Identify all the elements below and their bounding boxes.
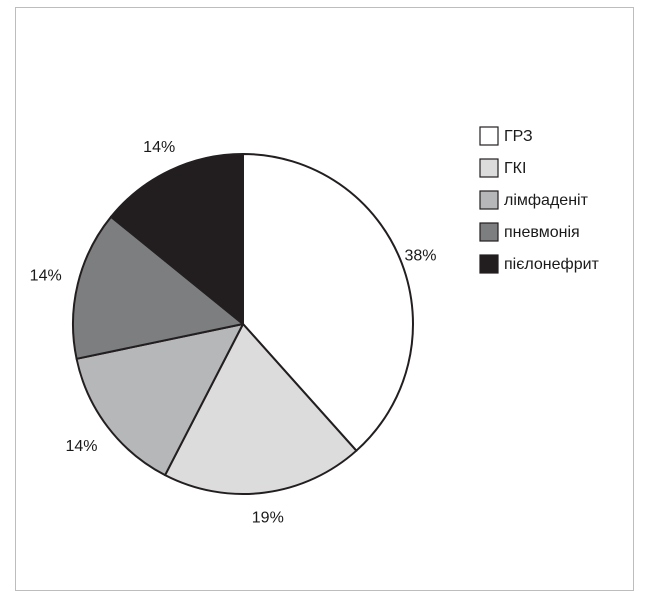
legend-item-пієлонефрит: пієлонефрит — [479, 254, 600, 274]
pie-slice-гкі — [164, 323, 358, 495]
pie-value-label-гкі: 19% — [252, 510, 284, 527]
legend-swatch-лімфаденіт — [479, 190, 499, 210]
pie-value-label-пієлонефрит: 14% — [143, 139, 175, 156]
legend-item-лімфаденіт: лімфаденіт — [479, 190, 589, 210]
legend-item-гкі: ГКІ — [479, 158, 526, 178]
legend-label-пієлонефрит: пієлонефрит — [504, 256, 600, 273]
legend-label-грз: ГРЗ — [504, 128, 533, 145]
pie-slice-пієлонефрит — [110, 153, 244, 325]
pie-value-label-грз: 38% — [404, 247, 436, 264]
pie-slices — [72, 153, 414, 495]
pie-value-label-лімфаденіт: 14% — [65, 438, 97, 455]
pie-slice-пневмонія — [72, 215, 244, 360]
legend-label-пневмонія: пневмонія — [504, 224, 580, 241]
legend-label-гкі: ГКІ — [504, 160, 526, 177]
pie-value-labels: 38% 19% 14% 14% 14% — [30, 139, 437, 527]
legend-label-лімфаденіт: лімфаденіт — [504, 192, 589, 209]
legend-item-грз: ГРЗ — [479, 126, 533, 146]
legend: ГРЗ ГКІ лімфаденіт пневмонія пієлонефрит — [479, 126, 600, 274]
pie-slice-лімфаденіт — [75, 323, 244, 477]
legend-swatch-пієлонефрит — [479, 254, 499, 274]
legend-item-пневмонія: пневмонія — [479, 222, 580, 242]
legend-swatch-грз — [479, 126, 499, 146]
legend-swatch-гкі — [479, 158, 499, 178]
pie-slice-грз — [242, 153, 414, 452]
pie-value-label-пневмонія: 14% — [30, 267, 62, 284]
legend-swatch-пневмонія — [479, 222, 499, 242]
